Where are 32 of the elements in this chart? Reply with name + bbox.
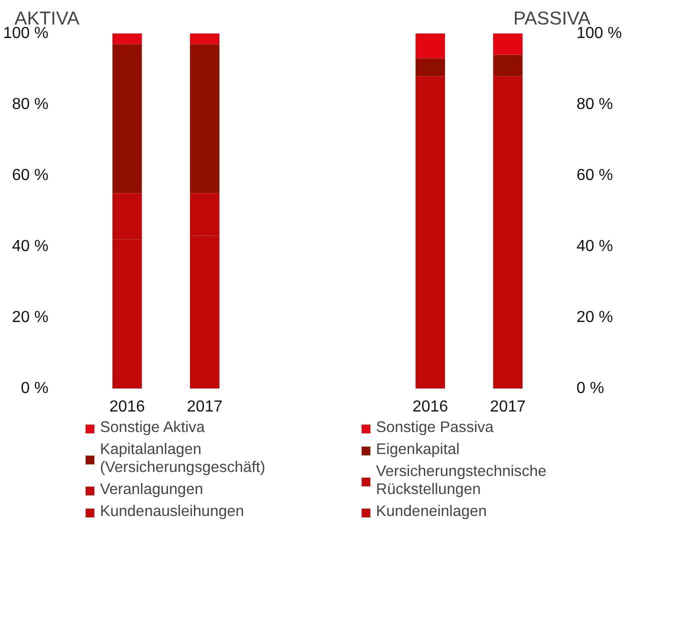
bar <box>493 34 523 55</box>
legend-label: Eigenkapital <box>376 441 460 459</box>
y-tick-label: 80 % <box>576 96 613 113</box>
legend-label: Sonstige Passiva <box>376 419 494 437</box>
y-tick-label: 40 % <box>12 238 48 255</box>
y-tick-label: 100 % <box>3 25 49 42</box>
bar <box>416 58 446 76</box>
y-tick-label: 60 % <box>576 167 613 184</box>
legend-label: Kapitalanlagen (Versicherungsgeschäft) <box>100 441 266 477</box>
legend-label: Versicherungstechnische Rückstellungen <box>376 463 546 499</box>
y-tick-label: 20 % <box>576 309 613 326</box>
y-tick-label: 80 % <box>12 96 48 113</box>
bar <box>112 34 142 44</box>
y-tick-label: 20 % <box>12 309 48 326</box>
legend-label: Kundeneinlagen <box>376 503 487 521</box>
bar <box>190 44 220 194</box>
y-tick-label: 0 % <box>20 380 49 397</box>
bar <box>112 44 142 194</box>
legend-label: Sonstige Aktiva <box>100 419 205 437</box>
x-tick-label: 2017 <box>490 398 526 416</box>
bar <box>493 54 523 76</box>
y-tick-label: 100 % <box>576 25 622 42</box>
x-tick-label: 2017 <box>186 398 223 416</box>
y-tick-label: 40 % <box>576 238 613 255</box>
y-tick-label: 0 % <box>576 380 604 397</box>
y-tick-label: 60 % <box>12 167 48 184</box>
legend-label: Veranlagungen <box>100 481 204 499</box>
x-tick-label: 2016 <box>109 398 146 416</box>
x-tick-label: 2016 <box>412 398 448 416</box>
bar <box>190 34 220 44</box>
legend-label: Kundenausleihungen <box>100 503 244 521</box>
bar <box>416 34 446 58</box>
